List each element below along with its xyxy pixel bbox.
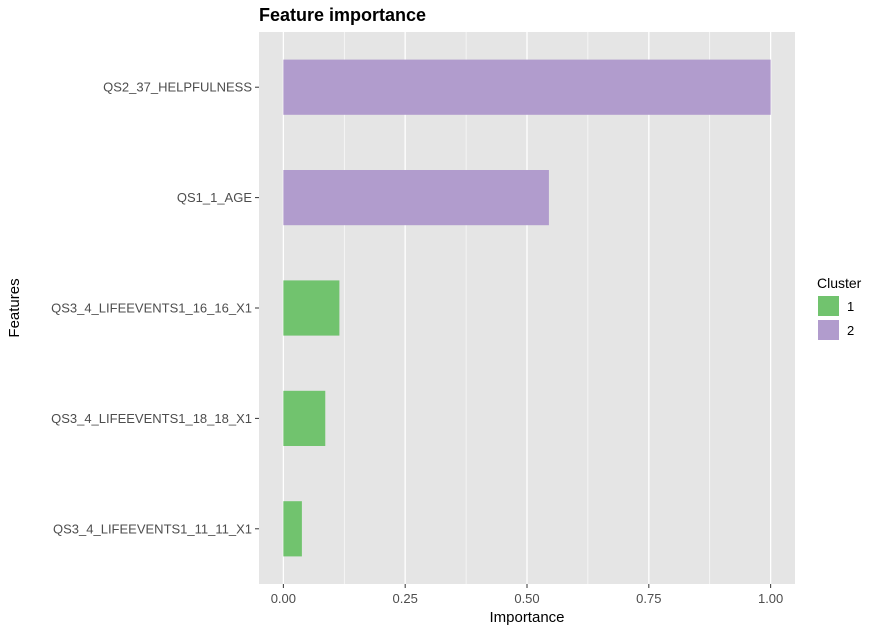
minor-gridlines (343, 32, 711, 584)
x-tick-label: 1.00 (758, 591, 783, 606)
bar (283, 170, 549, 226)
legend-label: 1 (847, 299, 854, 314)
x-tick-label: 0.50 (514, 591, 539, 606)
bar (283, 280, 340, 336)
y-axis: QS2_37_HELPFULNESS QS1_1_AGE QS3_4_LIFEEVE… (51, 80, 259, 536)
x-axis-title: Importance (489, 609, 564, 626)
y-tick-label: QS3_4_LIFEEVENTS1_18_18_X1 (51, 411, 252, 426)
bars (283, 59, 771, 557)
x-tick-label: 0.25 (393, 591, 418, 606)
x-tick-label: 0.75 (636, 591, 661, 606)
x-axis: 0.00 0.25 0.50 0.75 1.00 (271, 584, 783, 606)
y-tick-label: QS3_4_LIFEEVENTS1_16_16_X1 (51, 301, 252, 316)
bar (283, 59, 771, 115)
major-gridlines (282, 32, 772, 584)
y-tick-label: QS2_37_HELPFULNESS (103, 80, 252, 95)
bar (283, 390, 326, 446)
y-tick-label: QS3_4_LIFEEVENTS1_11_11_X1 (53, 521, 252, 536)
legend-swatch (818, 320, 839, 340)
y-tick-label: QS1_1_AGE (177, 190, 252, 205)
bar (283, 501, 302, 557)
chart-title: Feature importance (259, 5, 426, 25)
x-tick-label: 0.00 (271, 591, 296, 606)
y-axis-title: Features (6, 278, 23, 337)
legend-label: 2 (847, 323, 854, 338)
legend-title: Cluster (817, 275, 862, 291)
legend-swatch (818, 296, 839, 316)
legend: Cluster 1 2 (817, 275, 862, 340)
